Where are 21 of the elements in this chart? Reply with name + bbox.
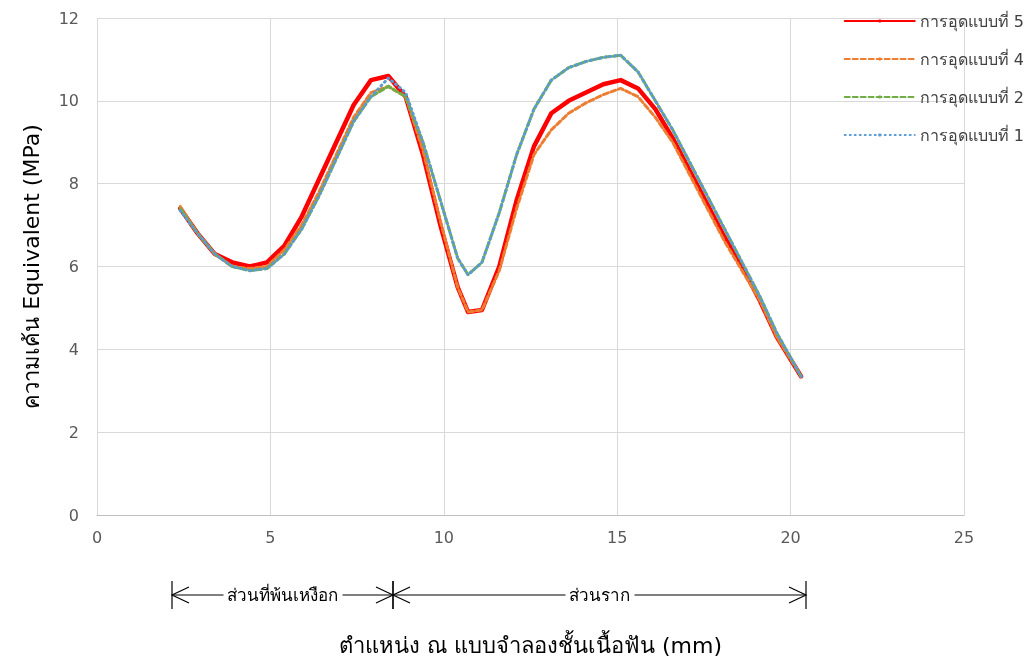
x-tick-label: 5 xyxy=(265,527,276,547)
legend-label: การอุดแบบที่ 5 xyxy=(919,9,1024,32)
y-tick-label: 0 xyxy=(68,505,79,525)
x-tick-label: 0 xyxy=(91,527,103,547)
y-tick-label: 8 xyxy=(68,174,79,194)
y-tick-label: 10 xyxy=(58,91,79,111)
y-tick-label: 12 xyxy=(58,8,79,28)
x-axis-title: ตำแหน่ง ณ แบบจำลองชั้นเนื้อฟัน (mm) xyxy=(338,629,723,660)
x-tick-label: 10 xyxy=(433,527,454,547)
x-tick-label: 20 xyxy=(780,527,801,547)
legend-label: การอุดแบบที่ 2 xyxy=(919,85,1024,108)
x-tick-label: 25 xyxy=(953,527,975,547)
legend-label: การอุดแบบที่ 4 xyxy=(919,47,1024,70)
y-tick-label: 2 xyxy=(68,422,79,442)
y-axis-title: ความเค้น Equivalent (MPa) xyxy=(18,124,44,409)
y-tick-label: 6 xyxy=(68,257,79,276)
text: ส่วนราก xyxy=(565,583,634,607)
text: ส่วนที่พ้นเหงือก xyxy=(223,583,342,607)
x-tick-label: 15 xyxy=(607,527,628,547)
y-tick-label: 4 xyxy=(68,339,79,359)
legend-label: การอุดแบบที่ 1 xyxy=(919,123,1024,146)
